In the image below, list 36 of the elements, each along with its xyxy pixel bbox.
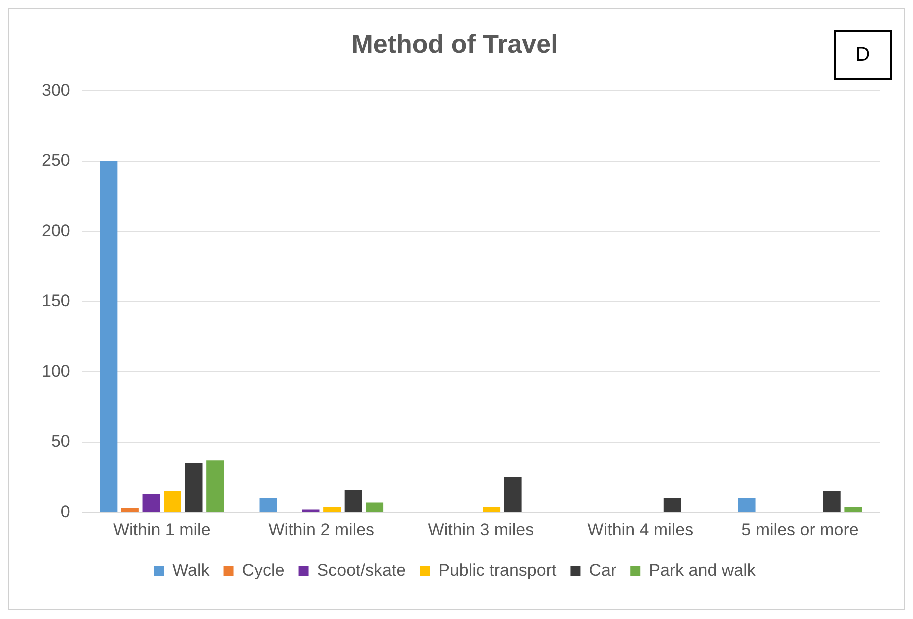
x-tick-label: Within 1 mile — [113, 520, 211, 540]
legend-label: Scoot/skate — [317, 561, 406, 580]
bar — [738, 498, 756, 512]
bar — [122, 508, 139, 512]
bar — [664, 498, 682, 512]
y-tick-label: 150 — [42, 292, 70, 311]
y-tick-label: 50 — [51, 432, 70, 452]
bar — [260, 498, 278, 512]
bar — [483, 506, 501, 512]
legend-label: Park and walk — [649, 561, 756, 580]
x-tick-label: Within 3 miles — [428, 520, 534, 540]
legend-label: Cycle — [242, 561, 285, 580]
bar — [344, 490, 362, 512]
chart-title: Method of Travel — [352, 28, 558, 59]
bar — [823, 492, 841, 512]
y-tick-label: 300 — [42, 80, 70, 100]
x-tick-label: Within 4 miles — [588, 520, 694, 540]
legend-label: Car — [589, 561, 617, 580]
y-tick-label: 0 — [60, 502, 70, 522]
y-tick-label: 250 — [42, 151, 70, 170]
legend-label: Public transport — [438, 561, 557, 580]
bar — [844, 506, 862, 512]
bar — [504, 477, 522, 512]
x-tick-label: 5 miles or more — [742, 520, 859, 540]
bar — [185, 463, 203, 512]
bar — [164, 492, 182, 512]
bar — [366, 502, 384, 512]
bar — [206, 460, 224, 512]
y-tick-label: 200 — [42, 221, 70, 240]
bar — [142, 494, 160, 512]
bar — [100, 161, 118, 512]
y-tick-label: 100 — [42, 362, 70, 381]
x-tick-label: Within 2 miles — [268, 520, 375, 540]
bar — [324, 506, 342, 512]
legend-label: Walk — [172, 561, 210, 580]
text: D — [834, 30, 892, 80]
